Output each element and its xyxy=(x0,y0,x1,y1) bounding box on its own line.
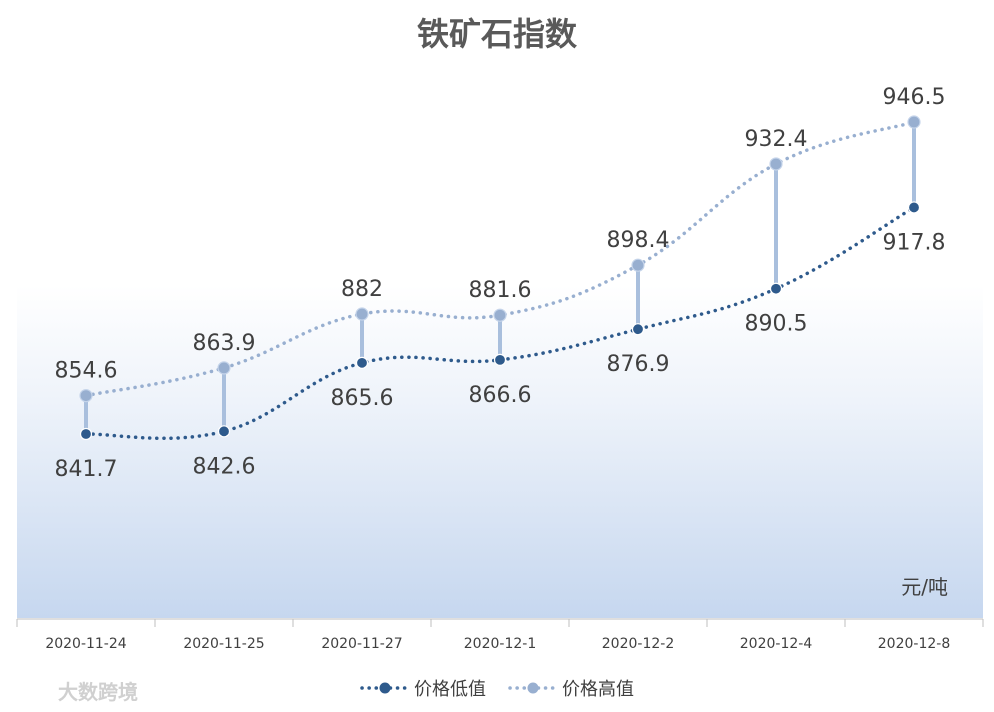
chart-title: 铁矿石指数 xyxy=(417,15,578,53)
x-tick-label: 2020-11-27 xyxy=(321,636,402,652)
legend-marker-high xyxy=(527,682,539,694)
data-label-low: 841.7 xyxy=(55,457,118,482)
data-label-low: 865.6 xyxy=(331,386,394,411)
data-label-low: 917.8 xyxy=(883,230,946,255)
legend-marker-low xyxy=(379,682,391,694)
watermark: 大数跨境 xyxy=(58,680,138,704)
data-labels: 854.6 863.9 882 881.6 898.4 932.4 946.5 841.7 84… xyxy=(55,85,946,482)
x-tick-label: 2020-12-1 xyxy=(464,636,536,652)
data-label-high: 854.6 xyxy=(55,359,118,384)
point-high xyxy=(631,258,645,272)
point-low xyxy=(907,201,921,214)
point-high xyxy=(355,307,369,321)
x-tick-label: 2020-11-24 xyxy=(45,636,126,652)
point-high xyxy=(79,388,93,403)
data-label-low: 842.6 xyxy=(193,454,256,479)
point-low xyxy=(217,425,231,438)
x-axis-labels: 2020-11-24 2020-11-25 2020-11-27 2020-12-1 2… xyxy=(45,636,950,652)
data-label-low: 866.6 xyxy=(469,383,532,408)
data-points xyxy=(79,115,921,441)
data-label-high: 863.9 xyxy=(193,331,256,356)
x-tick-label: 2020-12-2 xyxy=(602,636,674,652)
data-label-low: 890.5 xyxy=(745,312,808,337)
point-low xyxy=(79,427,93,441)
data-label-low: 876.9 xyxy=(607,352,670,377)
point-low xyxy=(769,282,783,295)
data-label-high: 881.6 xyxy=(469,278,532,303)
data-label-high: 898.4 xyxy=(607,228,670,253)
x-tick-label: 2020-11-25 xyxy=(183,636,264,652)
data-label-high: 882 xyxy=(341,277,383,302)
point-low xyxy=(493,353,507,366)
legend: 价格低值 价格高值 xyxy=(360,679,634,700)
point-high xyxy=(217,361,231,375)
x-tick-label: 2020-12-8 xyxy=(878,636,950,652)
legend-label-high: 价格高值 xyxy=(562,679,634,700)
data-label-high: 946.5 xyxy=(883,85,946,110)
x-axis-ticks xyxy=(16,619,984,627)
x-tick-label: 2020-12-4 xyxy=(740,636,813,652)
data-label-high: 932.4 xyxy=(745,127,808,152)
unit-label: 元/吨 xyxy=(901,575,948,599)
point-high xyxy=(907,115,921,129)
point-high xyxy=(493,308,507,322)
point-high xyxy=(769,157,783,171)
hi-lo-lines xyxy=(84,122,916,434)
point-low xyxy=(631,323,645,336)
legend-label-low: 价格低值 xyxy=(414,679,486,700)
point-low xyxy=(355,356,369,369)
